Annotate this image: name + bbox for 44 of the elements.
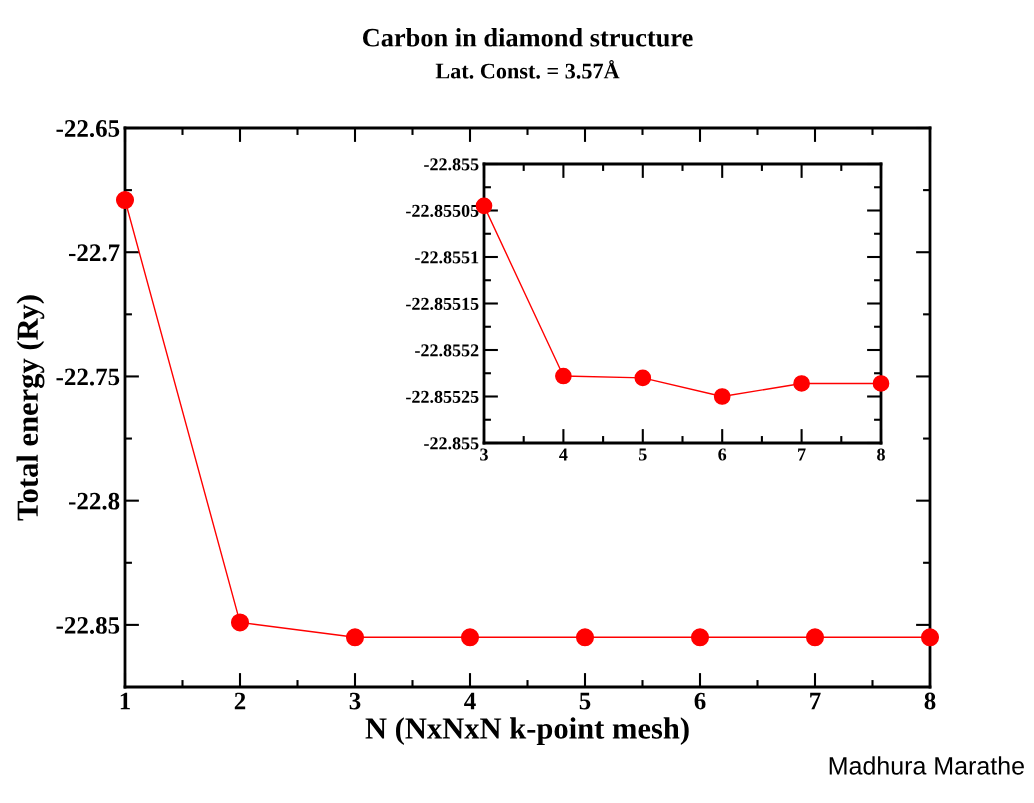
x-tick-label: 4: [464, 692, 476, 710]
x-tick-label: 6: [718, 448, 727, 461]
point: [575, 628, 595, 647]
point: [345, 628, 365, 647]
x-tick-label: 2: [234, 692, 246, 710]
x-tick-label: 1: [120, 692, 130, 710]
x-tick-label: 3: [349, 692, 361, 710]
y-tick-label: -22.85505: [406, 204, 479, 218]
y-tick-label: -22.855: [424, 437, 479, 450]
y-tick-label: -22.855: [424, 158, 479, 171]
point: [713, 388, 731, 405]
x-tick-label: 5: [639, 448, 647, 461]
y-tick-label: -22.75: [56, 368, 120, 386]
y-tick-label: -22.65: [56, 120, 120, 138]
y-tick-label: -22.85: [56, 616, 120, 634]
point: [805, 628, 825, 647]
x-tick-label: 4: [559, 448, 568, 461]
y-tick-label: -22.8551: [415, 251, 479, 264]
y-axis-title: Total energy (Ry): [16, 295, 45, 521]
x-tick-label: 8: [877, 448, 885, 461]
x-tick-label: 7: [810, 692, 821, 710]
point: [793, 375, 810, 392]
point: [115, 191, 135, 210]
y-tick-label: -22.85525: [406, 390, 479, 404]
y-tick-label: -22.8552: [415, 344, 479, 357]
y-tick-label: -22.85515: [406, 297, 479, 311]
point: [230, 613, 250, 632]
x-tick-label: 5: [579, 692, 591, 710]
chart-title: Carbon in diamond structure: [362, 28, 693, 47]
point: [460, 628, 480, 647]
point: [634, 369, 652, 387]
x-tick-label: 8: [924, 692, 936, 710]
text: Madhura Marathe: [829, 756, 1024, 775]
x-tick-label: 6: [694, 692, 706, 710]
x-axis-title: N (NxNxN k-point mesh): [365, 717, 689, 746]
y-tick-label: -22.7: [68, 244, 120, 262]
point: [690, 628, 710, 647]
x-tick-label: 3: [480, 448, 488, 461]
point: [920, 628, 940, 647]
point: [872, 375, 890, 392]
x-tick-label: 7: [798, 448, 806, 461]
point: [555, 367, 572, 385]
chart-subtitle: Lat. Const. = 3.57Å: [435, 60, 620, 79]
y-tick-label: -22.8: [68, 492, 120, 510]
